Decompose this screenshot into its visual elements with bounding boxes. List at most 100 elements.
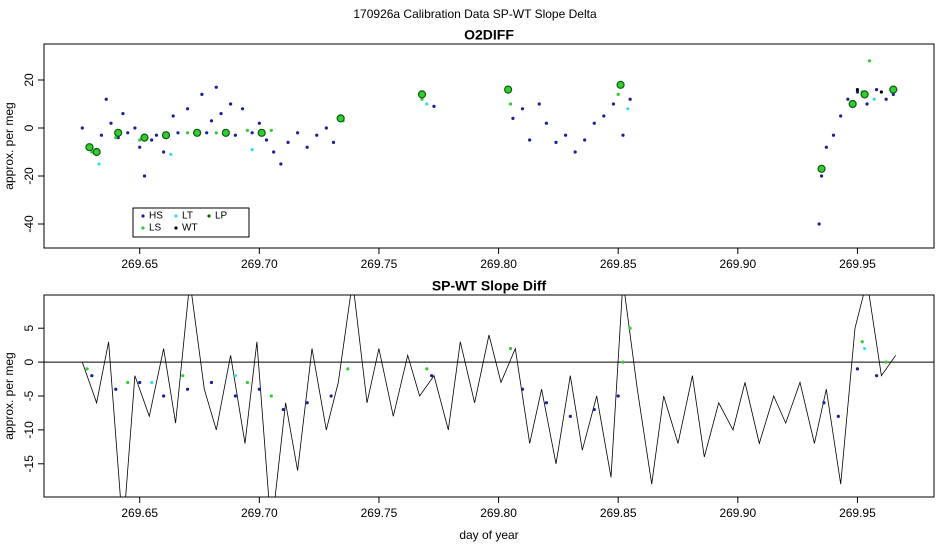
y-tick-label: 5 bbox=[22, 325, 36, 332]
point bbox=[181, 374, 185, 378]
x-tick-label: 269.70 bbox=[241, 506, 278, 520]
point bbox=[114, 136, 118, 140]
point bbox=[879, 90, 883, 94]
point bbox=[544, 401, 549, 405]
x-tick-label: 269.85 bbox=[600, 257, 637, 271]
point bbox=[874, 88, 879, 92]
point bbox=[126, 380, 130, 385]
mean-marker bbox=[161, 131, 171, 140]
point bbox=[846, 97, 850, 101]
point bbox=[150, 138, 154, 142]
point bbox=[250, 131, 254, 135]
point bbox=[822, 401, 826, 405]
point bbox=[508, 346, 513, 351]
mean-marker bbox=[257, 128, 266, 137]
mean-marker bbox=[336, 114, 345, 123]
point bbox=[621, 360, 625, 364]
point bbox=[817, 222, 821, 226]
point bbox=[508, 102, 513, 106]
y-tick-label: -5 bbox=[22, 390, 36, 401]
panel-title: O2DIFF bbox=[464, 27, 514, 43]
point bbox=[867, 59, 872, 63]
point bbox=[233, 374, 237, 378]
point bbox=[133, 126, 137, 130]
point bbox=[126, 131, 130, 135]
point bbox=[296, 131, 300, 135]
point bbox=[109, 121, 113, 125]
point bbox=[138, 380, 142, 385]
point bbox=[114, 387, 118, 391]
point bbox=[432, 104, 436, 108]
legend-label: LS bbox=[149, 223, 162, 234]
legend-marker bbox=[207, 214, 211, 218]
y-tick-label: -20 bbox=[22, 167, 36, 185]
point bbox=[97, 162, 101, 166]
point bbox=[272, 150, 276, 154]
plot-frame bbox=[43, 294, 935, 498]
point bbox=[544, 121, 549, 125]
point bbox=[142, 174, 147, 178]
mean-marker bbox=[114, 128, 123, 137]
panel-title: SP-WT Slope Diff bbox=[432, 278, 547, 294]
point bbox=[233, 394, 237, 398]
point bbox=[573, 150, 577, 154]
mean-marker bbox=[140, 133, 149, 142]
point bbox=[583, 138, 587, 142]
point bbox=[616, 92, 620, 96]
point bbox=[233, 133, 237, 137]
legend-label: LT bbox=[182, 211, 193, 222]
point bbox=[214, 85, 218, 89]
point bbox=[245, 128, 249, 132]
point bbox=[162, 394, 166, 398]
y-tick-label: 0 bbox=[22, 124, 36, 131]
point bbox=[305, 401, 309, 405]
point bbox=[425, 367, 429, 371]
y-tick-label: -10 bbox=[22, 421, 36, 439]
x-tick-label: 269.75 bbox=[361, 506, 398, 520]
mean-marker bbox=[193, 128, 202, 137]
x-tick-label: 269.95 bbox=[839, 257, 876, 271]
plot-area bbox=[80, 59, 898, 226]
point bbox=[860, 340, 864, 344]
mean-marker bbox=[504, 85, 513, 94]
point bbox=[884, 360, 888, 364]
point bbox=[621, 133, 625, 137]
point bbox=[602, 114, 606, 118]
point bbox=[592, 121, 596, 125]
point bbox=[511, 116, 515, 120]
x-tick-label: 269.85 bbox=[600, 506, 637, 520]
mean-marker bbox=[889, 85, 898, 94]
point bbox=[346, 367, 350, 371]
point bbox=[257, 121, 261, 125]
mean-marker bbox=[85, 143, 94, 152]
point bbox=[281, 407, 285, 412]
point bbox=[214, 131, 218, 135]
point bbox=[85, 367, 89, 371]
y-axis-label: approx. per meg bbox=[2, 352, 16, 439]
legend-marker bbox=[174, 214, 178, 218]
y-tick-label: 0 bbox=[22, 358, 36, 365]
mean-marker bbox=[221, 128, 230, 137]
point bbox=[315, 133, 319, 137]
point bbox=[257, 387, 261, 391]
point bbox=[185, 387, 190, 391]
point bbox=[839, 114, 843, 118]
plot-area bbox=[44, 295, 934, 497]
point bbox=[205, 131, 209, 135]
point bbox=[554, 140, 558, 144]
mean-marker bbox=[616, 80, 625, 89]
point bbox=[874, 374, 879, 378]
legend-marker bbox=[174, 226, 178, 230]
point bbox=[836, 414, 840, 418]
point bbox=[90, 374, 94, 378]
point bbox=[138, 138, 142, 142]
point bbox=[863, 346, 867, 351]
point bbox=[429, 374, 434, 378]
legend-label: HS bbox=[149, 211, 163, 222]
point bbox=[176, 131, 180, 135]
legend-box bbox=[132, 207, 250, 238]
point bbox=[121, 112, 125, 116]
point bbox=[592, 407, 596, 412]
x-tick-label: 269.80 bbox=[480, 506, 517, 520]
point bbox=[611, 102, 616, 106]
